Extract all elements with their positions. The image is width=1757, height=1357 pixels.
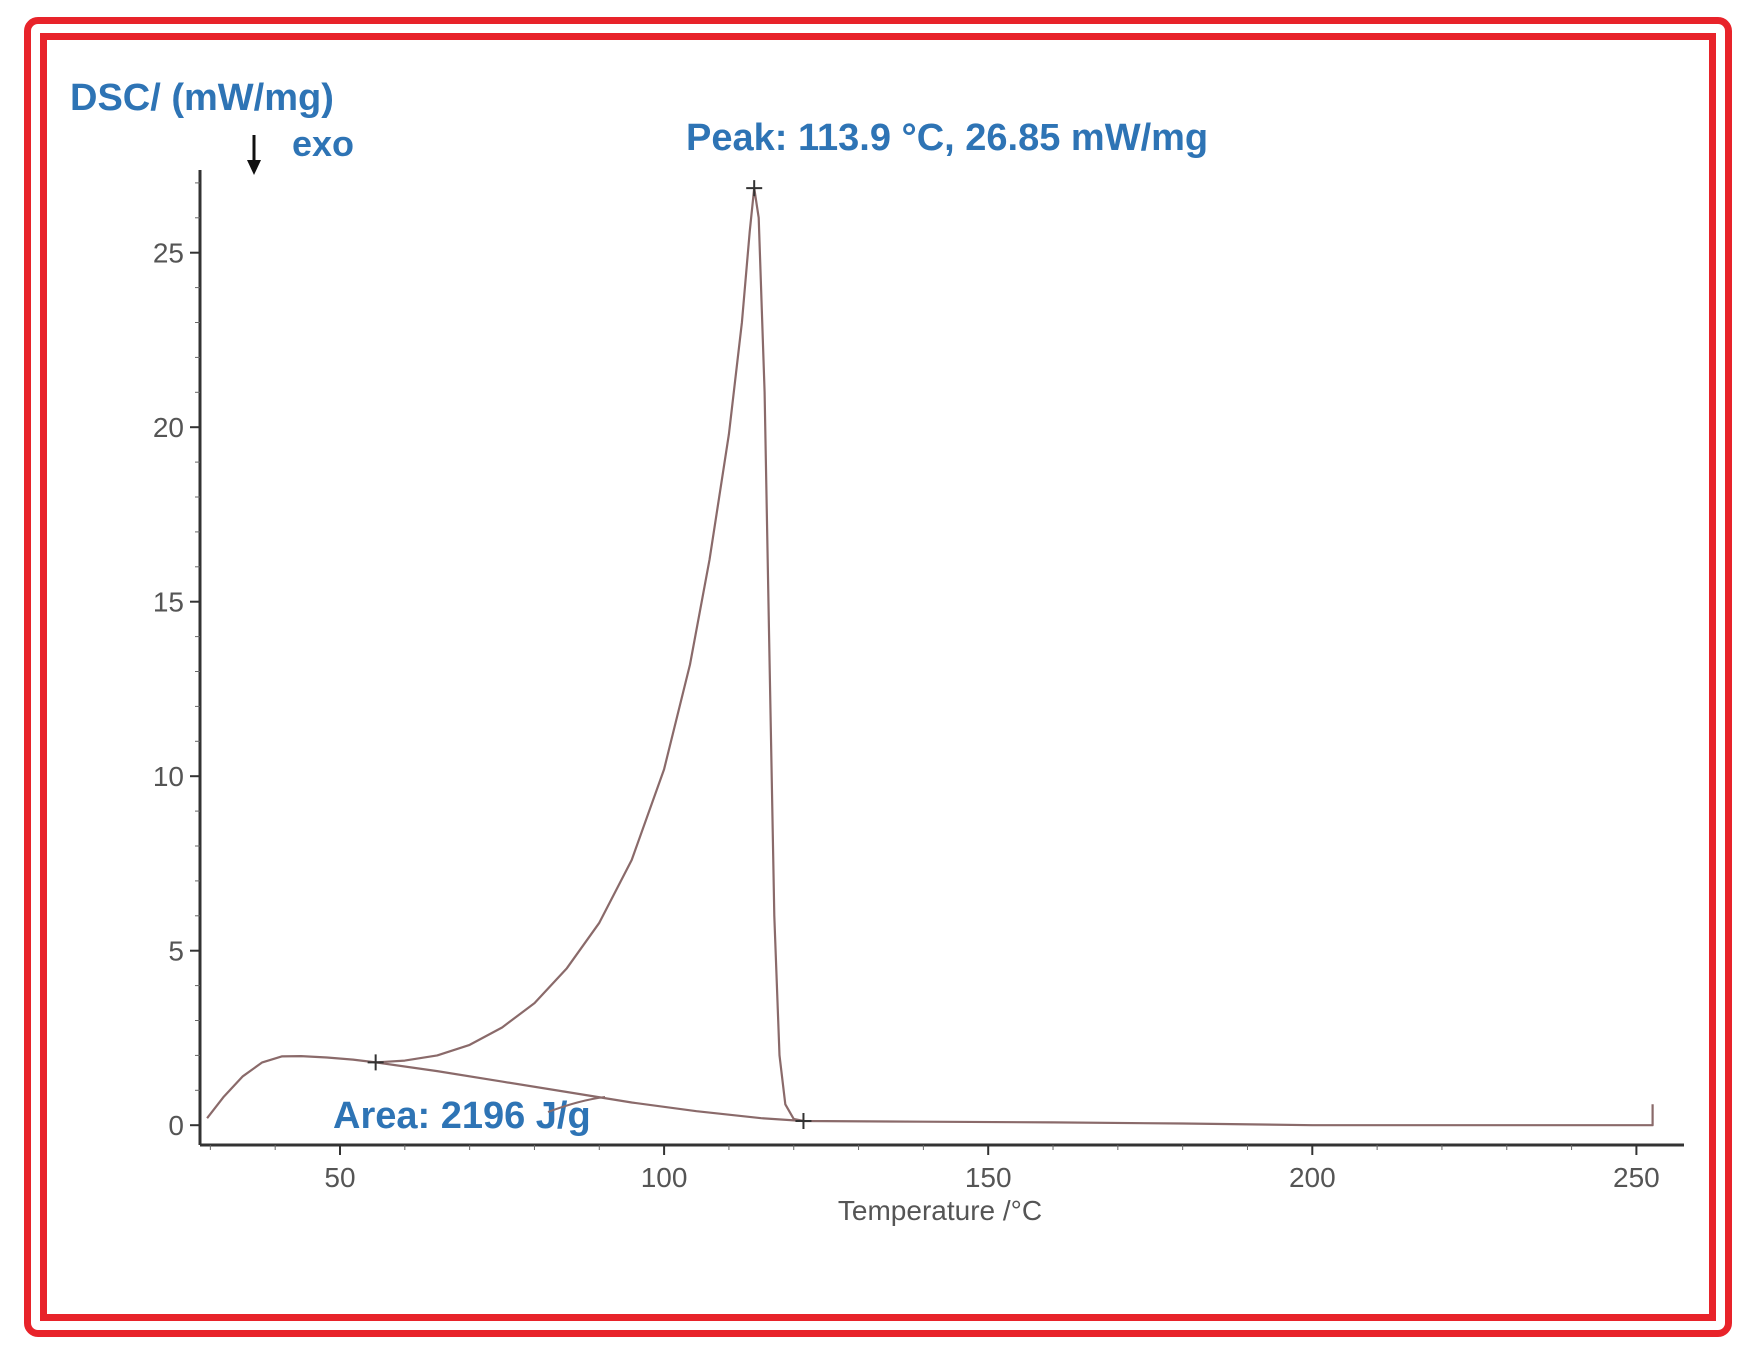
series-group (206, 187, 1654, 1127)
outer-frame-border (24, 17, 1732, 1337)
area-end-marker (795, 1113, 812, 1130)
y-tick-label: 15 (153, 587, 184, 618)
x-tick-label: 150 (965, 1162, 1012, 1193)
x-tick-label: 200 (1289, 1162, 1336, 1193)
exo-label: exo (292, 123, 354, 164)
area-annotation: Area: 2196 J/g (333, 1095, 591, 1137)
markers (367, 180, 812, 1130)
inner-frame-border (40, 33, 1716, 1321)
y-tick-label: 5 (168, 936, 184, 967)
x-axis-title: Temperature /°C (838, 1195, 1042, 1226)
area-start-marker (367, 1054, 384, 1071)
y-axis-title: DSC/ (mW/mg) (70, 77, 334, 119)
y-tick-label: 25 (153, 238, 184, 269)
x-ticks: 50 100 150 200 250 (324, 1145, 1660, 1193)
y-tick-label: 20 (153, 412, 184, 443)
exo-arrow-icon (247, 135, 261, 175)
y-tick-label: 10 (153, 761, 184, 792)
area-leader-line (547, 1096, 606, 1113)
x-tick-label: 250 (1613, 1162, 1660, 1193)
x-tick-label: 50 (324, 1162, 355, 1193)
peak-marker (746, 180, 763, 197)
axes (198, 170, 1684, 1147)
peak-annotation: Peak: 113.9 °C, 26.85 mW/mg (686, 117, 1208, 159)
x-tick-label: 100 (641, 1162, 688, 1193)
y-tick-label: 0 (168, 1110, 184, 1141)
minor-ticks (195, 182, 1573, 1150)
dsc-curve (206, 187, 1654, 1127)
y-ticks: 0 5 10 15 20 25 (153, 238, 200, 1141)
